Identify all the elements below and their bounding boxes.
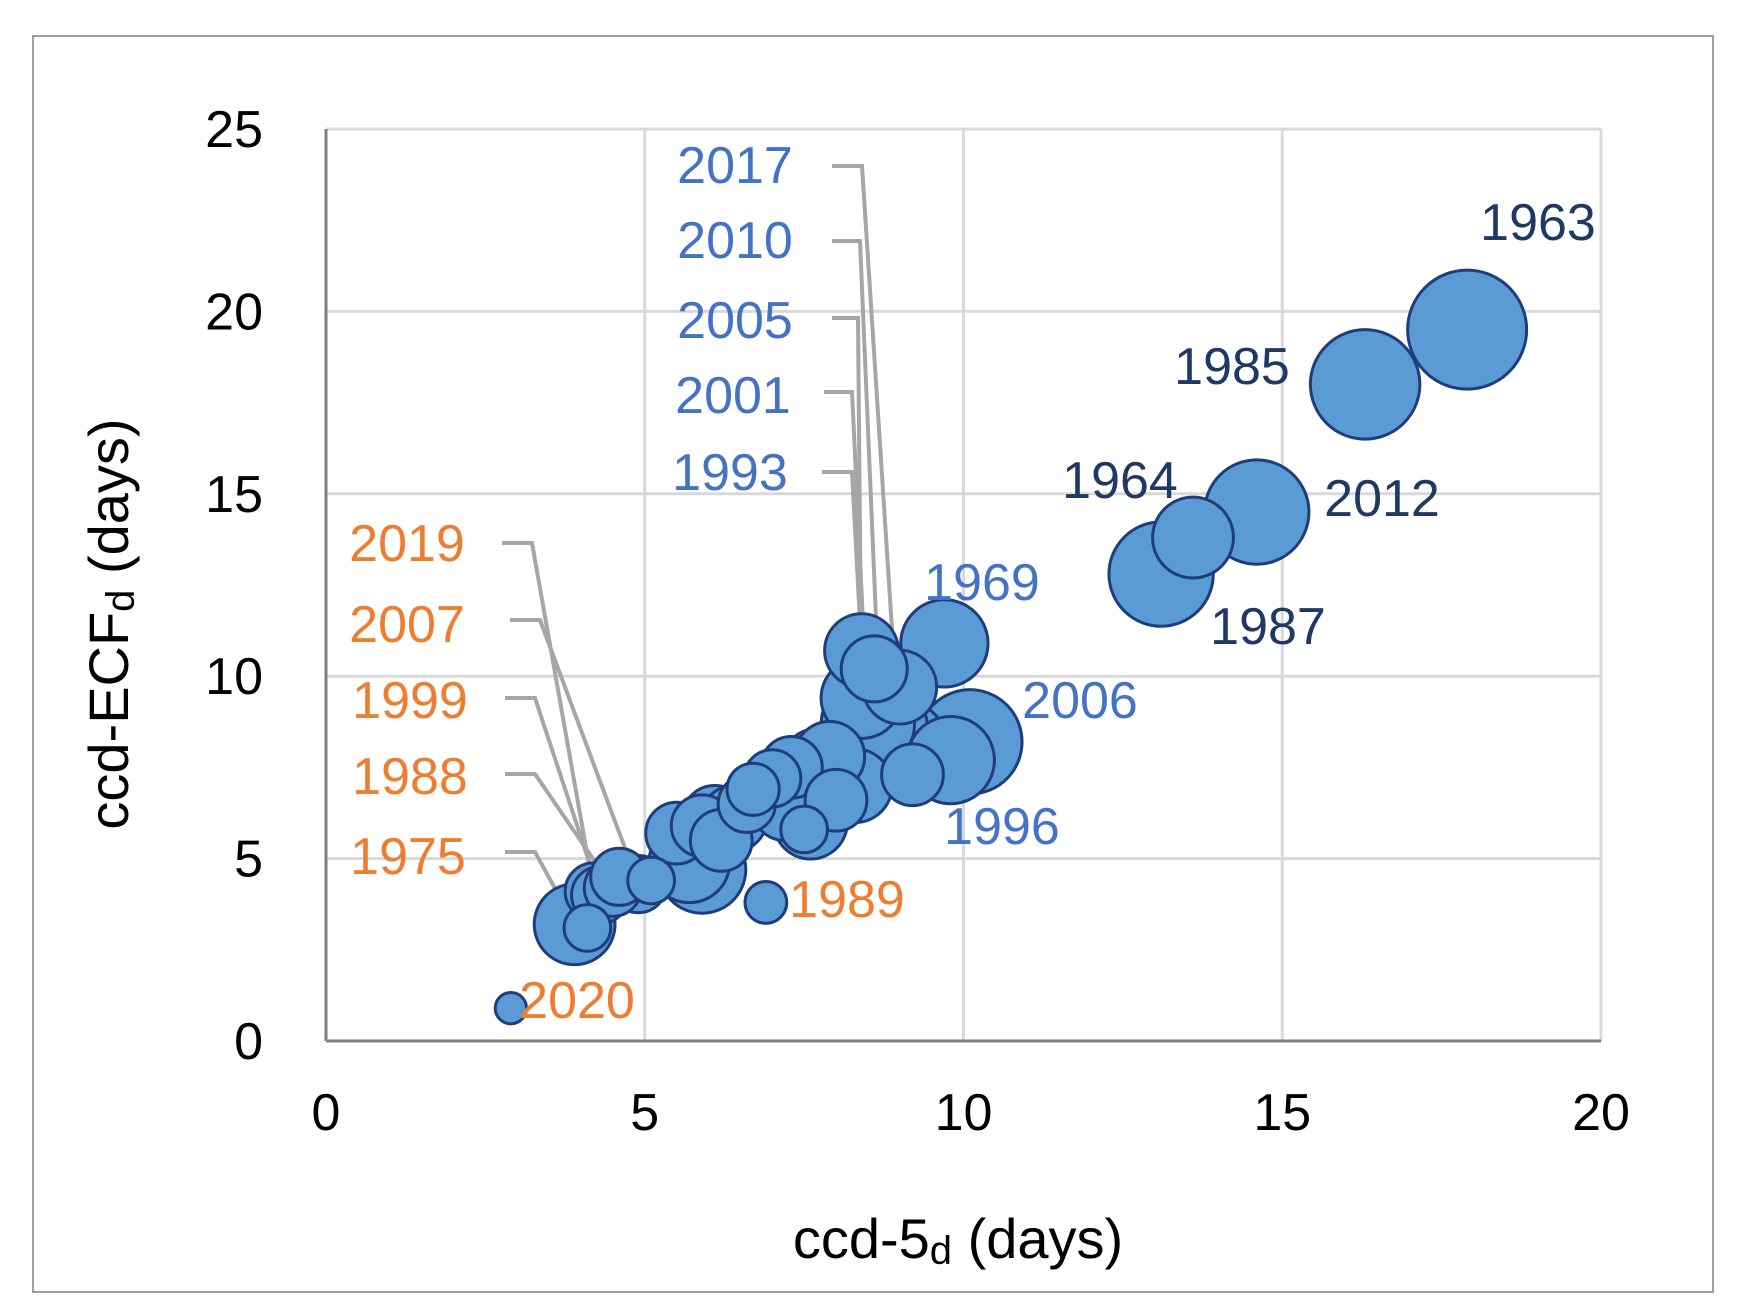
point-label-2001: 2001	[675, 367, 791, 425]
point-label-1996: 1996	[944, 798, 1060, 856]
bubble-1989	[743, 880, 789, 925]
point-label-2017: 2017	[677, 137, 793, 195]
leader-line-2007	[510, 618, 641, 885]
point-label-2012: 2012	[1324, 470, 1440, 528]
leader-line-2019	[502, 541, 596, 892]
bubble	[562, 903, 613, 953]
point-label-2019: 2019	[349, 515, 465, 573]
point-label-2010: 2010	[677, 212, 793, 270]
y-tick-label: 10	[205, 648, 263, 706]
x-tick-label: 0	[312, 1084, 341, 1142]
x-tick-label: 5	[630, 1084, 659, 1142]
point-label-2007: 2007	[349, 596, 465, 654]
bubble	[779, 804, 829, 855]
y-tick-label: 15	[205, 466, 263, 524]
bubbles	[493, 268, 1529, 1026]
axes-layer	[324, 129, 1601, 1043]
x-axis-title: ccd-5d (days)	[793, 1207, 1123, 1273]
point-label-1975: 1975	[350, 828, 466, 886]
leader-line-1999	[505, 696, 603, 896]
point-label-2006: 2006	[1022, 672, 1138, 730]
x-tick-label: 10	[935, 1084, 993, 1142]
point-label-1963: 1963	[1480, 194, 1596, 252]
point-labels: 1963 1985 1964 2012 1987 1969 2006 1996 2017 2010…	[349, 137, 1596, 1030]
leader-line-2017	[832, 164, 902, 750]
bubble	[839, 634, 909, 704]
bubble	[626, 855, 676, 906]
bubble-1985	[1308, 328, 1422, 441]
point-label-1989: 1989	[789, 871, 905, 929]
leader-line-1988	[505, 772, 615, 889]
bubble-1964	[1151, 495, 1235, 580]
y-axis-title: ccd-ECFd (days)	[77, 418, 143, 829]
y-tick-label: 5	[234, 831, 263, 889]
point-label-2020: 2020	[519, 972, 635, 1030]
point-label-1999: 1999	[352, 672, 468, 730]
point-label-1964: 1964	[1062, 452, 1178, 510]
bubble	[880, 742, 945, 808]
point-label-1969: 1969	[924, 554, 1040, 612]
x-tick-label: 15	[1253, 1084, 1311, 1142]
point-label-2005: 2005	[677, 292, 793, 350]
point-label-1993: 1993	[672, 444, 788, 502]
y-tick-label: 0	[234, 1013, 263, 1071]
leader-line-2010	[832, 239, 883, 728]
point-label-1988: 1988	[352, 748, 468, 806]
y-tick-label: 25	[205, 101, 263, 159]
y-tick-label: 20	[205, 283, 263, 341]
bubble	[725, 761, 781, 817]
point-label-1987: 1987	[1210, 598, 1326, 656]
bubble-2020	[493, 991, 529, 1026]
leader-line-1993	[822, 470, 864, 651]
x-tick-label: 20	[1572, 1084, 1630, 1142]
point-label-1985: 1985	[1174, 338, 1290, 396]
bubble-1963	[1406, 268, 1529, 391]
